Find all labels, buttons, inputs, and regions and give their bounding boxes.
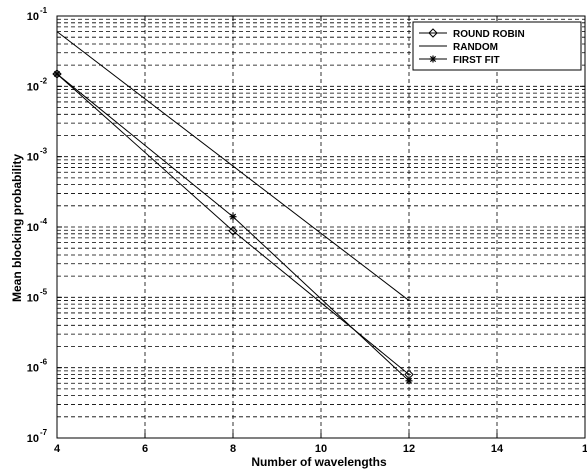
y-tick-label: 10 [27,292,39,304]
legend: ROUND ROBIN RANDOM FIRST FIT [412,21,582,71]
series-first-fit [53,70,413,385]
series-line-random [56,31,410,301]
data-point-first-fit [229,213,237,221]
star-stroke [229,213,237,220]
y-axis-title: Mean blocking probability [10,154,24,302]
y-tick-exponent: -6 [40,358,48,367]
star-stroke [405,377,413,384]
series-line-round-robin [56,73,410,375]
y-tick-label: 10 [27,11,39,23]
data-point-round-robin [52,69,62,79]
y-tick-label: 10 [27,81,39,93]
series-random [56,31,410,301]
axis-ticks: 4 6 8 10 12 14 110-110-210-310-410-510-610-7 [27,6,587,455]
series-layer [52,31,414,385]
x-tick-label: 1 [582,443,587,455]
y-tick-exponent: -1 [40,6,48,15]
y-tick-exponent: -4 [40,217,48,226]
data-point-round-robin [228,226,238,236]
y-tick-label: 10 [27,433,39,445]
y-tick-exponent: -2 [40,76,48,85]
y-tick-exponent: -5 [40,287,48,296]
legend-label-first-fit: FIRST FIT [453,55,500,66]
x-tick-label: 12 [403,443,415,455]
x-axis-title: Number of wavelengths [251,455,387,469]
data-point-first-fit [405,377,413,385]
data-point-first-fit [53,70,61,78]
y-tick-label: 10 [27,152,39,164]
star-stroke [53,70,61,77]
legend-marker-round-robin [428,28,438,38]
x-tick-label: 4 [54,443,61,455]
x-tick-label: 14 [491,443,504,455]
y-tick-exponent: -7 [40,428,48,437]
x-tick-label: 6 [142,443,148,455]
y-tick-exponent: -3 [40,147,48,156]
star-stroke [429,55,437,63]
legend-label-round-robin: ROUND ROBIN [453,29,525,40]
grid [57,16,585,438]
y-tick-label: 10 [27,363,39,375]
x-tick-label: 8 [230,443,236,455]
legend-label-random: RANDOM [453,42,498,53]
y-tick-label: 10 [27,222,39,234]
x-tick-label: 10 [315,443,327,455]
legend-marker-first-fit [429,55,437,63]
